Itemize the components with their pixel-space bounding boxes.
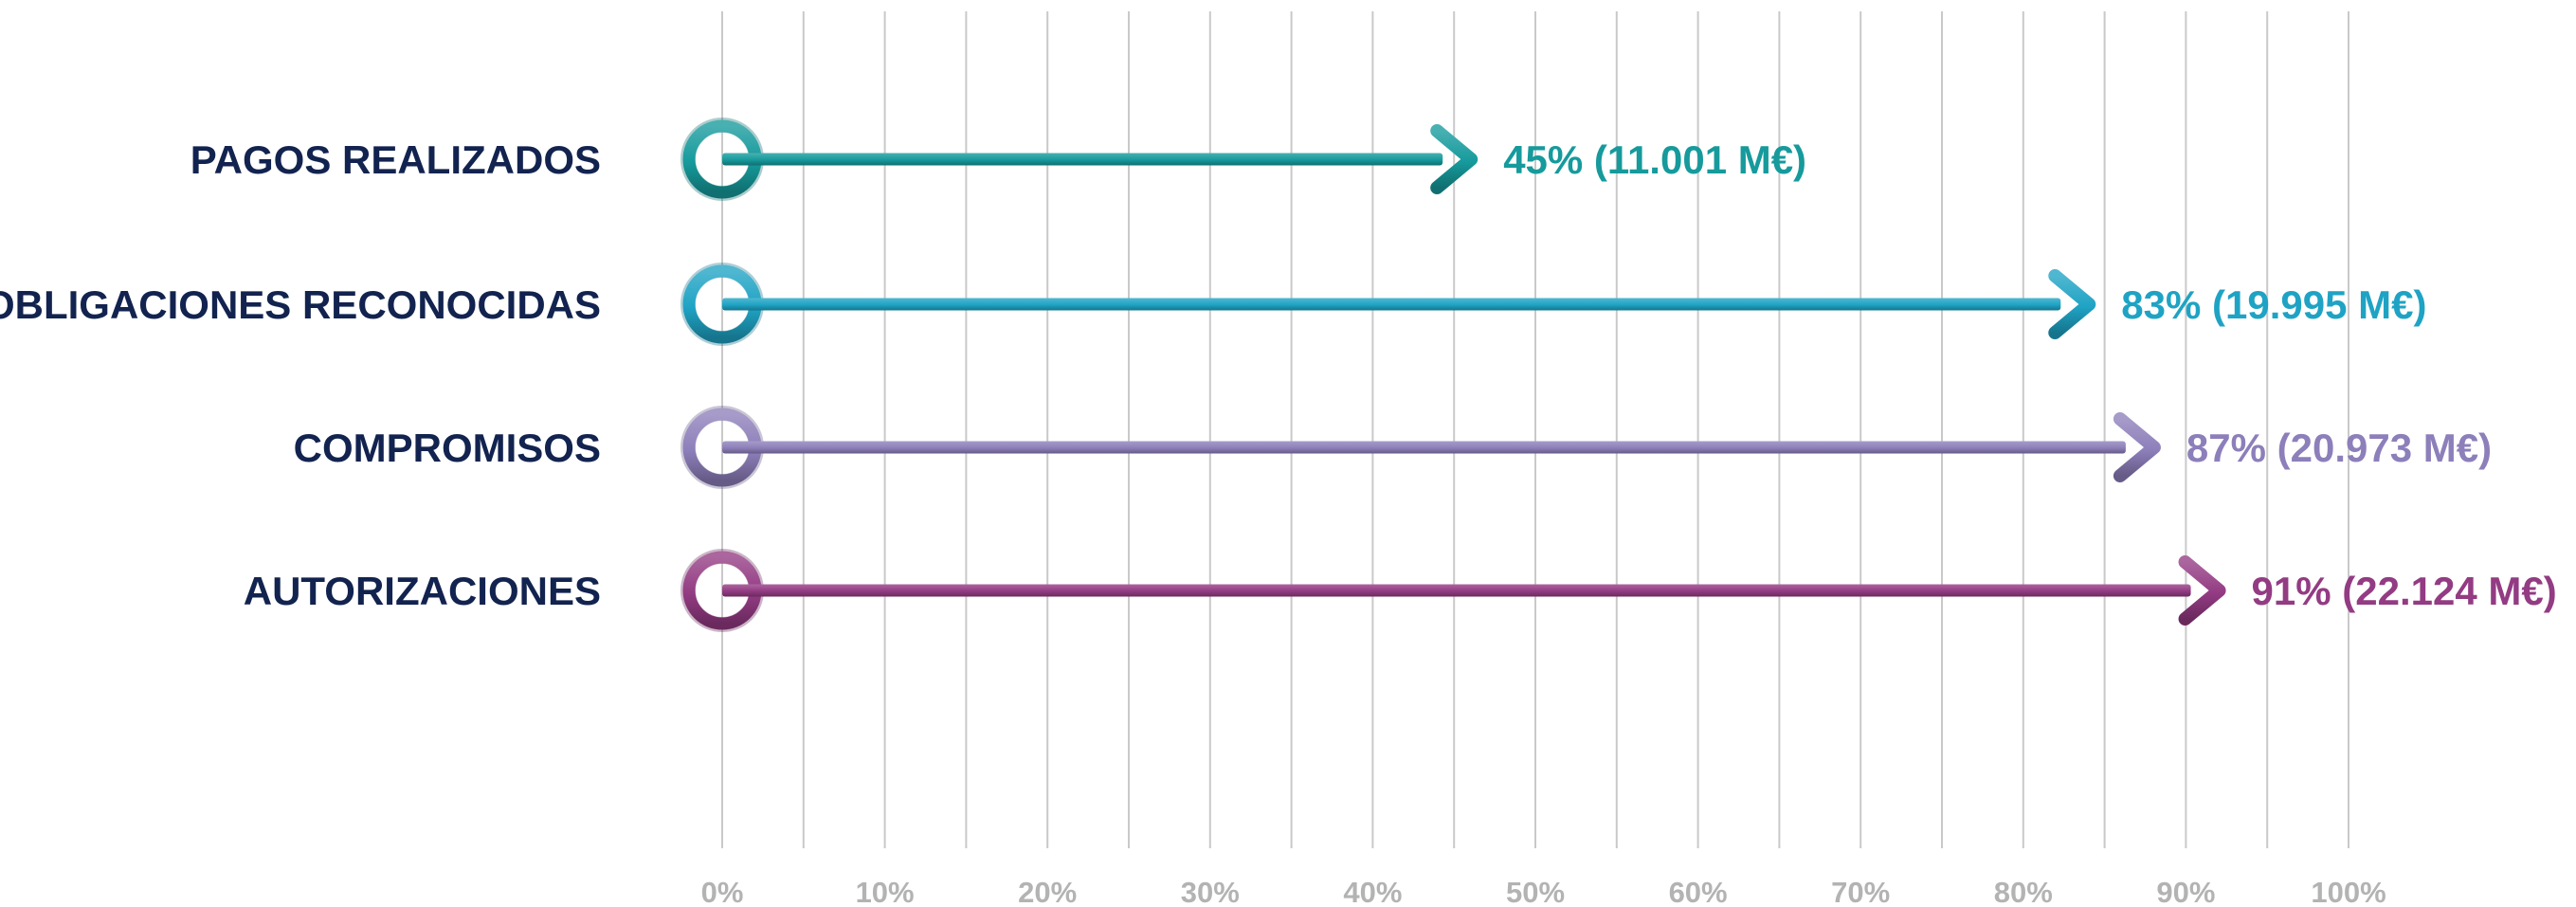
x-tick-label: 70% (1831, 876, 1890, 907)
arrow-head (1430, 124, 1478, 194)
x-tick-label: 80% (1994, 876, 2053, 907)
x-tick-label: 50% (1506, 876, 1565, 907)
arrow-head (2113, 412, 2161, 482)
arrow-shaft (722, 298, 2061, 311)
value-label: 87% (20.973 M€) (2186, 426, 2492, 470)
x-tick-label: 90% (2156, 876, 2215, 907)
series-row: COMPROMISOS 87% (20.973 M€) (294, 406, 2492, 489)
gridlines (721, 11, 2349, 848)
category-label: OBLIGACIONES RECONOCIDAS (0, 282, 601, 327)
arrow-shaft (722, 584, 2191, 597)
value-label: 45% (11.001 M€) (1503, 137, 1806, 182)
arrow-series: PAGOS REALIZADOS 45% (11.001 M€) OBLIGACIO… (0, 118, 2557, 632)
category-label: COMPROMISOS (294, 426, 601, 470)
category-label: AUTORIZACIONES (244, 569, 601, 613)
value-label: 83% (19.995 M€) (2121, 282, 2426, 327)
x-tick-label: 10% (856, 876, 915, 907)
x-tick-label: 0% (701, 876, 744, 907)
series-row: AUTORIZACIONES 91% (22.124 M€) (244, 549, 2557, 632)
series-row: OBLIGACIONES RECONOCIDAS 83% (19.995 M€) (0, 263, 2426, 346)
x-tick-label: 60% (1669, 876, 1728, 907)
x-tick-label: 30% (1181, 876, 1240, 907)
x-tick-label: 40% (1343, 876, 1402, 907)
arrow-head (2178, 555, 2226, 626)
x-axis-tick-labels: 0% 10% 20% 30% 40% 50% 60% 70% 80% 90% 100% (701, 876, 2386, 907)
value-label: 91% (22.124 M€) (2252, 569, 2557, 613)
category-label: PAGOS REALIZADOS (190, 137, 601, 182)
arrow-head (2048, 269, 2096, 339)
x-tick-label: 100% (2311, 876, 2386, 907)
series-row: PAGOS REALIZADOS 45% (11.001 M€) (190, 118, 1806, 201)
x-tick-label: 20% (1018, 876, 1077, 907)
arrow-shaft (722, 441, 2126, 454)
arrow-shaft (722, 153, 1443, 166)
